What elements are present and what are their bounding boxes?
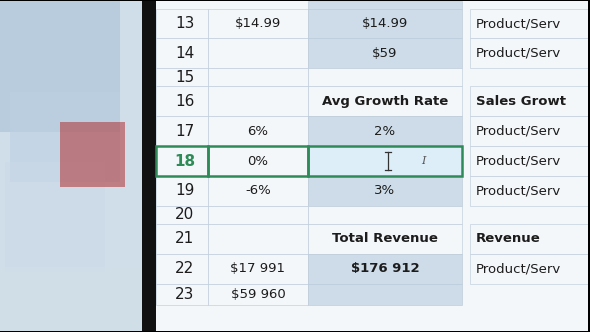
Text: $17 991: $17 991 <box>231 262 286 275</box>
Bar <box>156 284 208 305</box>
Bar <box>156 146 208 176</box>
Bar <box>208 176 308 206</box>
Text: Total Revenue: Total Revenue <box>332 232 438 245</box>
Text: 13: 13 <box>175 16 195 31</box>
Bar <box>208 68 308 86</box>
Bar <box>470 146 590 176</box>
Text: 21: 21 <box>175 231 195 246</box>
Bar <box>156 254 208 284</box>
Bar <box>208 116 308 146</box>
Text: Product/Serv: Product/Serv <box>476 262 562 275</box>
Bar <box>156 1 588 331</box>
Bar <box>308 39 462 68</box>
Text: Product/Serv: Product/Serv <box>476 124 562 138</box>
Bar <box>470 254 590 284</box>
Text: 16: 16 <box>175 94 195 109</box>
Text: Revenue: Revenue <box>476 232 541 245</box>
Bar <box>10 92 120 182</box>
Text: 19: 19 <box>175 183 195 199</box>
Bar <box>208 146 308 176</box>
Text: Product/Serv: Product/Serv <box>476 47 562 60</box>
Bar <box>470 39 590 68</box>
Text: 0%: 0% <box>247 154 268 168</box>
Text: 14: 14 <box>175 46 195 61</box>
Bar <box>208 284 308 305</box>
Text: $59 960: $59 960 <box>231 288 286 301</box>
Bar <box>208 254 308 284</box>
Bar <box>470 224 590 254</box>
Text: -6%: -6% <box>245 184 271 198</box>
Bar <box>308 86 462 116</box>
Bar <box>308 1 462 9</box>
Text: Avg Growth Rate: Avg Growth Rate <box>322 95 448 108</box>
Bar <box>308 224 462 254</box>
Bar <box>470 176 590 206</box>
Text: Product/Serv: Product/Serv <box>476 17 562 30</box>
Text: 18: 18 <box>174 153 195 169</box>
Text: Sales Growt: Sales Growt <box>476 95 566 108</box>
Text: 23: 23 <box>175 287 195 302</box>
Bar <box>208 206 308 224</box>
Bar <box>308 9 462 39</box>
Bar <box>470 116 590 146</box>
Text: $14.99: $14.99 <box>235 17 281 30</box>
Text: 22: 22 <box>175 261 195 276</box>
Bar <box>308 116 462 146</box>
Bar <box>156 39 208 68</box>
Bar <box>308 146 462 176</box>
Text: 15: 15 <box>175 70 195 85</box>
Bar <box>0 267 155 331</box>
Bar <box>156 9 208 39</box>
Text: 20: 20 <box>175 207 195 222</box>
Bar <box>5 162 104 272</box>
Bar <box>60 122 124 187</box>
Text: 6%: 6% <box>247 124 268 138</box>
Bar <box>308 284 462 305</box>
Bar <box>208 39 308 68</box>
Text: 17: 17 <box>175 124 195 139</box>
Bar <box>156 68 208 86</box>
Text: Product/Serv: Product/Serv <box>476 184 562 198</box>
Bar <box>470 9 590 39</box>
Text: 2%: 2% <box>375 124 395 138</box>
Bar <box>308 176 462 206</box>
Bar <box>0 1 155 331</box>
Text: 3%: 3% <box>375 184 395 198</box>
Bar <box>156 116 208 146</box>
Bar <box>156 224 208 254</box>
Bar <box>308 68 462 86</box>
Bar <box>308 206 462 224</box>
Text: $59: $59 <box>372 47 398 60</box>
Bar <box>308 146 462 176</box>
Text: $176 912: $176 912 <box>350 262 419 275</box>
Bar <box>156 86 208 116</box>
Text: Product/Serv: Product/Serv <box>476 154 562 168</box>
Bar <box>0 1 155 331</box>
Bar <box>142 1 156 331</box>
Bar <box>0 1 120 132</box>
Bar <box>208 9 308 39</box>
Text: $14.99: $14.99 <box>362 17 408 30</box>
Bar <box>208 86 308 116</box>
Bar <box>208 146 308 176</box>
Bar <box>156 206 208 224</box>
Bar <box>156 146 208 176</box>
Bar <box>156 176 208 206</box>
Bar <box>308 146 462 176</box>
Text: I: I <box>421 156 426 166</box>
Bar <box>208 224 308 254</box>
Bar <box>308 254 462 284</box>
Bar <box>470 86 590 116</box>
